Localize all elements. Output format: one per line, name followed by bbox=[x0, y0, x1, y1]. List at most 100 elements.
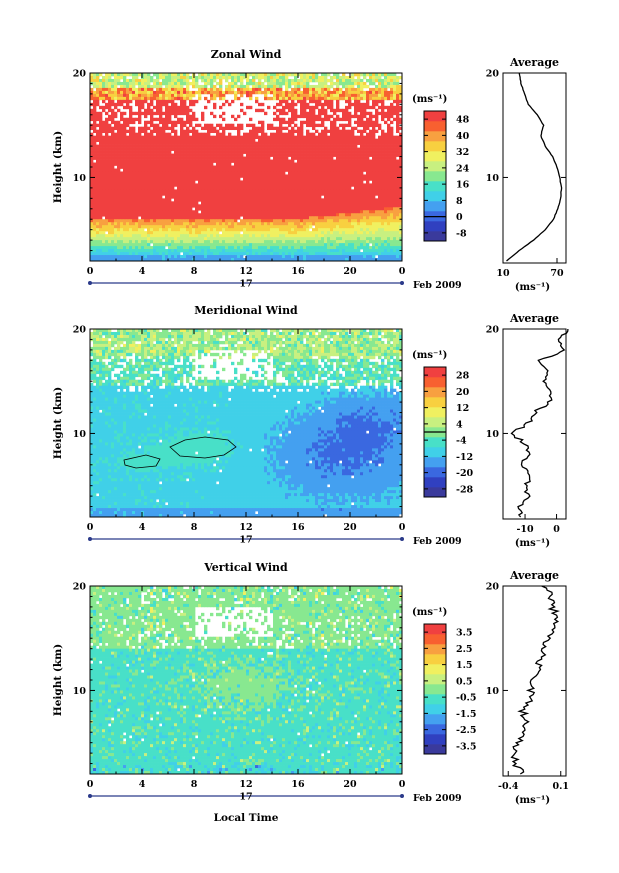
heat-cell bbox=[339, 90, 343, 95]
heat-cell bbox=[249, 207, 253, 211]
heat-cell bbox=[306, 153, 310, 157]
heat-cell bbox=[213, 144, 217, 148]
heat-cell bbox=[240, 222, 244, 226]
heat-cell bbox=[357, 231, 361, 235]
heat-cell bbox=[318, 114, 322, 119]
heat-cell bbox=[270, 150, 274, 154]
heat-cell bbox=[126, 228, 130, 232]
heat-cell bbox=[96, 189, 100, 193]
heat-cell bbox=[267, 228, 271, 232]
heat-cell bbox=[309, 96, 313, 101]
heat-cell bbox=[168, 180, 172, 184]
heat-cell bbox=[255, 210, 259, 214]
heat-cell bbox=[351, 75, 355, 80]
heat-cell bbox=[387, 168, 391, 172]
heat-cell bbox=[309, 180, 313, 184]
heat-cell bbox=[372, 153, 376, 157]
heat-cell bbox=[240, 171, 244, 175]
heat-cell bbox=[372, 129, 376, 134]
heat-cell bbox=[138, 234, 142, 238]
heat-cell bbox=[336, 174, 340, 178]
heat-cell bbox=[90, 135, 94, 139]
heat-cell bbox=[159, 150, 163, 154]
heat-cell bbox=[195, 135, 199, 139]
heat-cell bbox=[261, 189, 265, 193]
heat-cell bbox=[237, 96, 241, 101]
heat-cell bbox=[105, 123, 109, 128]
heat-cell bbox=[360, 222, 364, 226]
heat-cell bbox=[201, 162, 205, 166]
heat-cell bbox=[225, 144, 229, 148]
heat-cell bbox=[297, 132, 301, 137]
heat-cell bbox=[120, 186, 124, 190]
heat-cell bbox=[264, 153, 268, 157]
heat-cell bbox=[111, 99, 115, 104]
heat-cell bbox=[372, 204, 376, 208]
heat-cell bbox=[270, 138, 274, 142]
heat-cell bbox=[168, 141, 172, 145]
heat-cell bbox=[171, 93, 175, 98]
heat-cell bbox=[198, 207, 202, 211]
heat-cell bbox=[264, 186, 268, 190]
heat-cell bbox=[246, 171, 250, 175]
heat-cell bbox=[372, 73, 376, 77]
heat-cell bbox=[336, 180, 340, 184]
heat-cell bbox=[246, 219, 250, 223]
heat-cell bbox=[378, 225, 382, 229]
heat-cell bbox=[135, 186, 139, 190]
heat-cell bbox=[348, 153, 352, 157]
heat-cell bbox=[168, 90, 172, 95]
heat-cell bbox=[219, 123, 223, 128]
heatmap-cells bbox=[90, 73, 403, 262]
heat-cell bbox=[390, 168, 394, 172]
heat-cell bbox=[150, 75, 154, 80]
heat-cell bbox=[237, 183, 241, 187]
heat-cell bbox=[147, 141, 151, 145]
heat-cell bbox=[339, 159, 343, 163]
heat-cell bbox=[366, 135, 370, 139]
heat-cell bbox=[132, 93, 136, 98]
heat-cell bbox=[375, 186, 379, 190]
heat-cell bbox=[243, 231, 247, 235]
heat-cell bbox=[114, 225, 118, 229]
heat-cell bbox=[168, 153, 172, 157]
heat-cell bbox=[381, 111, 385, 116]
heat-cell bbox=[357, 168, 361, 172]
heat-cell bbox=[177, 231, 181, 235]
heat-cell bbox=[357, 150, 361, 154]
heat-cell bbox=[252, 177, 256, 181]
heat-cell bbox=[348, 159, 352, 163]
heat-cell bbox=[114, 84, 118, 89]
heat-cell bbox=[303, 73, 307, 77]
heat-cell bbox=[135, 204, 139, 208]
heat-cell bbox=[156, 108, 160, 113]
heat-cell bbox=[117, 168, 121, 172]
heat-cell bbox=[225, 87, 229, 92]
heat-cell bbox=[285, 138, 289, 142]
heat-cell bbox=[315, 105, 319, 110]
heat-cell bbox=[300, 174, 304, 178]
heat-cell bbox=[156, 96, 160, 101]
heat-cell bbox=[120, 195, 124, 199]
heat-cell bbox=[357, 207, 361, 211]
heat-cell bbox=[390, 201, 394, 205]
heat-cell bbox=[357, 225, 361, 229]
heat-cell bbox=[387, 84, 391, 89]
heat-cell bbox=[324, 228, 328, 232]
heat-cell bbox=[282, 153, 286, 157]
heat-cell bbox=[309, 99, 313, 104]
heat-cell bbox=[102, 180, 106, 184]
heat-cell bbox=[318, 201, 322, 205]
heat-cell bbox=[132, 186, 136, 190]
heat-cell bbox=[213, 135, 217, 139]
heat-cell bbox=[105, 168, 109, 172]
heat-cell bbox=[303, 219, 307, 223]
heat-cell bbox=[222, 111, 226, 116]
heat-cell bbox=[186, 73, 190, 77]
heat-cell bbox=[288, 225, 292, 229]
heat-cell bbox=[108, 222, 112, 226]
heat-cell bbox=[90, 162, 94, 166]
heat-cell bbox=[129, 189, 133, 193]
heat-cell bbox=[264, 73, 268, 77]
heat-cell bbox=[279, 126, 283, 131]
